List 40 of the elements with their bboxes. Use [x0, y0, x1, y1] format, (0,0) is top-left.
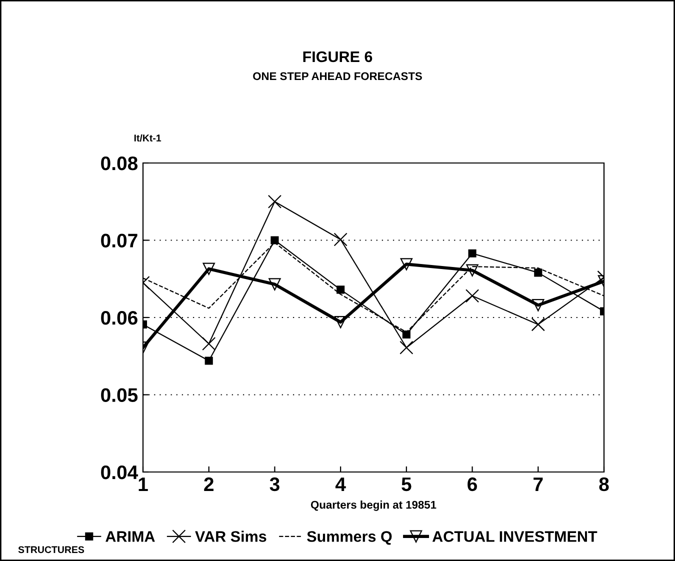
point: [531, 318, 545, 332]
y-tick-label: 0.08: [101, 156, 138, 170]
x-axis-title: Quarters begin at 19851: [310, 500, 436, 511]
point: [334, 232, 348, 246]
point: [402, 330, 410, 339]
point: [400, 340, 414, 354]
text: STRUCTURES: [18, 546, 84, 554]
point: [465, 289, 480, 303]
x-tick-label: 5: [402, 478, 412, 492]
point: [268, 194, 282, 208]
chart-subtitle: ONE STEP AHEAD FORECASTS: [253, 72, 422, 80]
y-tick-label: 0.07: [101, 234, 138, 248]
point: [400, 258, 413, 270]
point: [336, 286, 345, 294]
point: [334, 316, 347, 328]
point: [466, 264, 478, 276]
point: [202, 336, 216, 351]
legend-label: VAR Sims: [195, 530, 266, 542]
y-axis-title: It/Kt-1: [134, 134, 162, 142]
point: [268, 278, 281, 290]
x-tick-label: 1: [138, 478, 148, 491]
legend-label: ACTUAL INVESTMENT: [432, 531, 598, 542]
y-tick-label: 0.06: [101, 310, 138, 325]
legend-label: Summers Q: [307, 531, 392, 545]
x-tick-label: 7: [534, 478, 543, 491]
point: [202, 262, 215, 275]
legend-label: ARIMA: [106, 531, 155, 542]
chart-title: FIGURE 6: [303, 51, 372, 62]
x-tick-label: 2: [204, 477, 214, 491]
y-tick-label: 0.05: [101, 388, 138, 402]
point: [468, 249, 476, 258]
point: [534, 268, 542, 277]
y-tick-label: 0.04: [101, 465, 138, 480]
x-tick-label: 3: [270, 477, 280, 492]
x-tick-label: 6: [468, 477, 477, 492]
point: [532, 299, 544, 312]
point: [270, 236, 279, 244]
x-tick-label: 4: [335, 478, 346, 491]
point: [204, 356, 213, 365]
x-tick-label: 8: [599, 477, 609, 492]
